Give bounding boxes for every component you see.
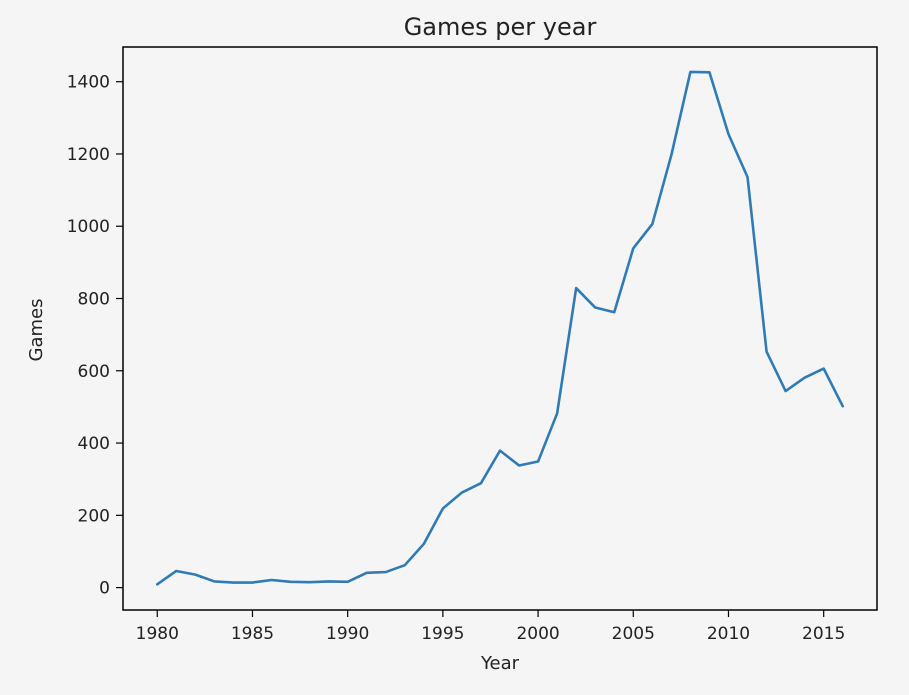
y-tick-label: 0 [99, 579, 110, 599]
x-tick-label: 2010 [707, 624, 750, 644]
chart-title: Games per year [404, 13, 597, 41]
y-tick-label: 200 [78, 506, 110, 526]
x-tick-label: 2005 [612, 624, 655, 644]
x-tick-label: 2000 [516, 624, 559, 644]
y-tick-label: 800 [78, 290, 110, 310]
y-axis-label: Games [26, 299, 47, 362]
y-tick-label: 400 [78, 434, 110, 454]
x-tick-label: 2015 [802, 624, 845, 644]
y-tick-label: 600 [78, 362, 110, 382]
plot-area [122, 46, 878, 611]
y-tick-label: 1000 [67, 217, 110, 237]
series-line-0 [155, 70, 845, 586]
series-layer [155, 70, 845, 586]
x-tick-label: 1990 [326, 624, 369, 644]
x-tick-label: 1995 [421, 624, 464, 644]
x-axis-label: Year [480, 653, 520, 674]
y-tick-label: 1200 [67, 145, 110, 165]
y-tick-label: 1400 [67, 73, 110, 93]
y-axis: 0 200 400 600 800 1000 1200 1400 [67, 73, 123, 599]
x-axis: 1980 1985 1990 1995 2000 2005 2010 2015 [136, 610, 845, 644]
x-tick-label: 1985 [231, 624, 274, 644]
x-tick-label: 1980 [136, 624, 179, 644]
